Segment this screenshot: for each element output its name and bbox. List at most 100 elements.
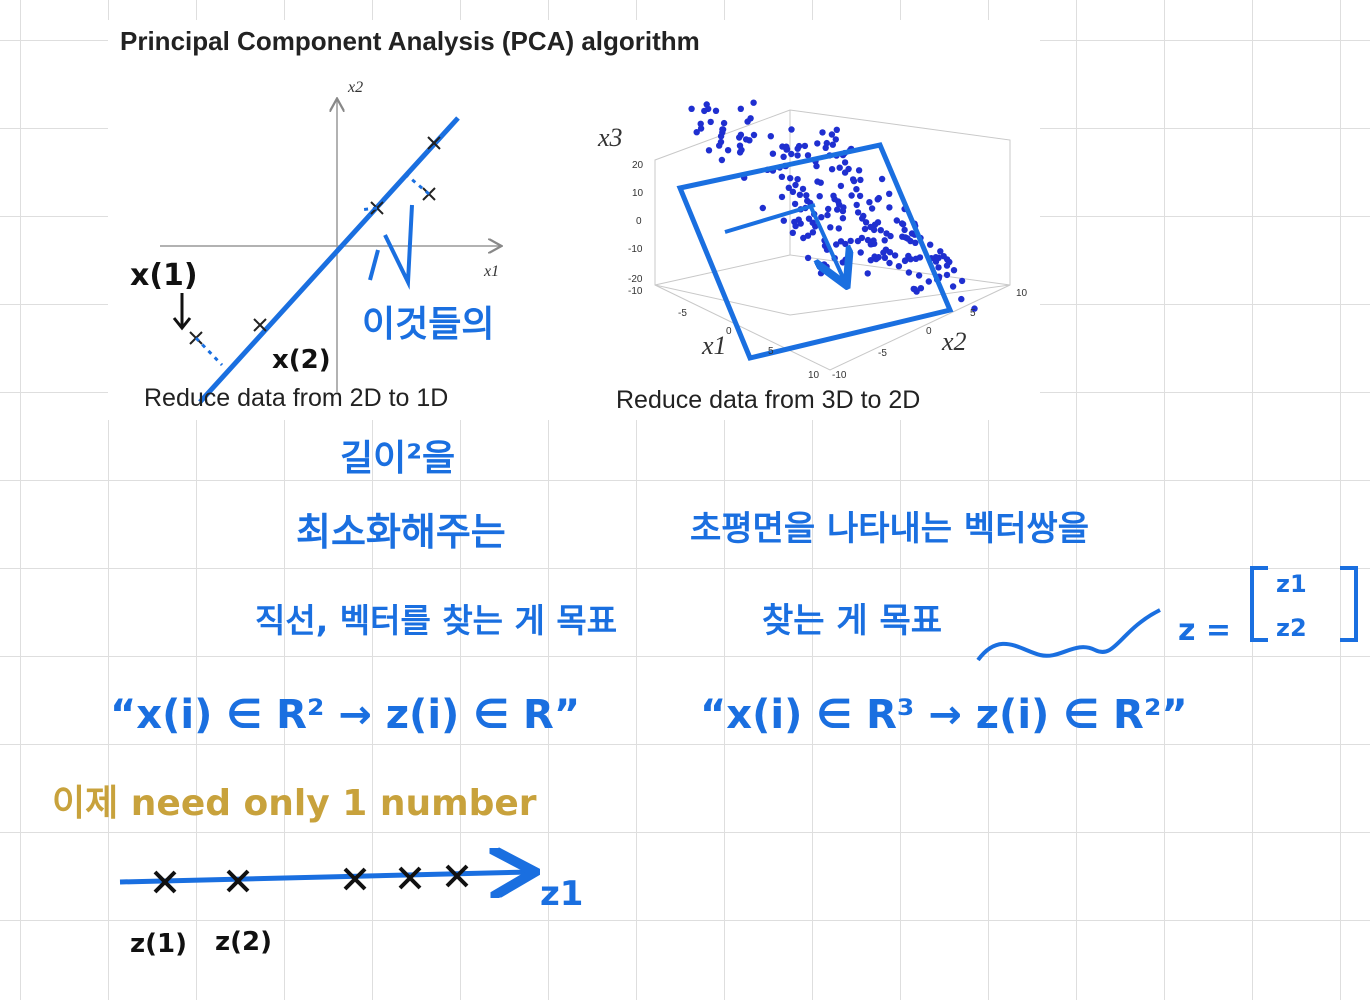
caption: Reduce data from 2D to 1D <box>144 384 448 412</box>
dot <box>842 240 849 248</box>
note: z(2) <box>215 927 272 957</box>
caption: Reduce data from 3D to 2D <box>616 386 920 414</box>
tick-label: 10 <box>1016 288 1028 299</box>
dot <box>705 147 713 154</box>
note: z(1) <box>130 929 187 959</box>
dot <box>717 133 725 140</box>
note: z1 <box>540 874 583 914</box>
dot <box>971 305 978 312</box>
dot <box>895 263 903 270</box>
slide-title: Principal Component Analysis (PCA) algor… <box>120 26 700 56</box>
dot <box>847 237 854 245</box>
dot <box>915 272 923 279</box>
dot <box>796 191 804 198</box>
dot <box>870 237 877 244</box>
dot <box>864 270 871 277</box>
dot <box>817 270 825 277</box>
dot <box>898 220 906 227</box>
dot <box>874 196 881 203</box>
dot <box>905 269 913 276</box>
dot <box>794 145 801 152</box>
axis-label: x3 <box>597 123 623 152</box>
dot <box>853 186 860 193</box>
axis-label: x2 <box>941 327 967 356</box>
cross <box>427 136 441 150</box>
dot <box>778 193 786 201</box>
dot <box>886 190 893 197</box>
dot <box>769 150 777 157</box>
dot <box>823 139 830 147</box>
dot <box>737 131 745 138</box>
dot <box>950 267 958 274</box>
dot <box>836 164 843 171</box>
dot <box>792 222 799 230</box>
dot <box>853 201 860 209</box>
dot <box>859 215 866 222</box>
dot <box>912 239 919 246</box>
dot <box>789 188 797 195</box>
dot <box>867 223 874 231</box>
dot <box>719 126 726 133</box>
slide <box>108 20 1040 420</box>
dot <box>943 271 951 279</box>
dot <box>780 217 787 224</box>
dot <box>868 205 876 212</box>
tick-label: -10 <box>628 286 643 297</box>
axis-label: x1 <box>483 263 499 280</box>
dot <box>824 211 831 219</box>
dot <box>712 107 720 115</box>
tick-label: 5 <box>970 308 976 319</box>
plane-vectors <box>724 203 845 282</box>
tick-label: 0 <box>926 326 932 337</box>
dot <box>902 257 909 264</box>
dot <box>856 192 864 200</box>
tick-label: 0 <box>726 326 732 337</box>
dot <box>854 209 862 216</box>
dot <box>688 105 695 113</box>
dot <box>881 237 888 244</box>
dot <box>803 192 810 199</box>
dot <box>785 184 792 191</box>
arrow <box>172 293 192 331</box>
dot <box>804 152 812 159</box>
dot <box>804 232 812 239</box>
dot <box>874 254 881 261</box>
dot <box>861 225 869 233</box>
dot <box>833 126 840 133</box>
axis-label: x2 <box>347 79 363 96</box>
dot <box>788 150 795 158</box>
dot <box>693 129 700 136</box>
dot <box>783 143 790 150</box>
dot <box>910 285 917 293</box>
dot <box>841 159 849 166</box>
tick-label: 5 <box>768 346 774 357</box>
dot <box>703 101 710 108</box>
dot <box>804 197 811 205</box>
dot <box>831 195 838 203</box>
dot <box>825 205 832 213</box>
dot <box>832 136 839 143</box>
cross <box>153 870 177 894</box>
dot <box>834 206 841 213</box>
dot <box>818 214 825 221</box>
dot <box>814 140 821 147</box>
dot <box>881 254 889 261</box>
dot <box>943 256 951 263</box>
dot <box>750 99 757 106</box>
dot <box>837 182 845 190</box>
dot <box>925 278 932 285</box>
tick-label: -5 <box>878 348 887 359</box>
dot <box>878 175 886 183</box>
dot <box>736 142 744 149</box>
note: z2 <box>1276 614 1307 642</box>
note: 최소화해주는 <box>296 510 506 554</box>
cross <box>445 864 469 888</box>
note: z1 <box>1276 570 1307 598</box>
dot <box>886 259 893 267</box>
dot <box>850 177 858 185</box>
note-x1: x(1) <box>130 258 198 293</box>
tick-label: 0 <box>636 216 642 227</box>
note: 찾는 게 목표 <box>762 601 942 641</box>
dot <box>840 204 847 211</box>
